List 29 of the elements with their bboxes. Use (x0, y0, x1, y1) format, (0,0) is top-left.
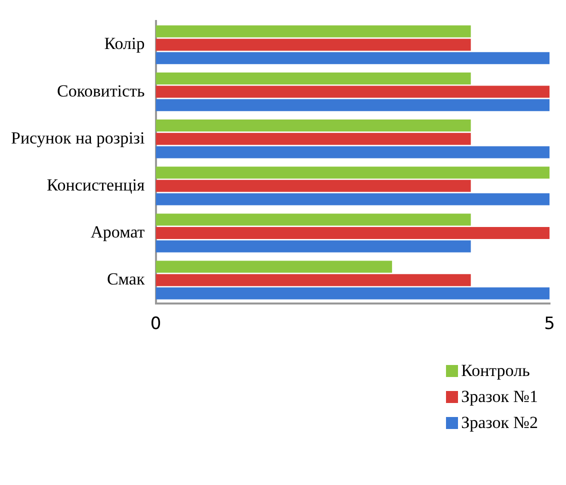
bar (156, 287, 550, 300)
legend-label: Зразок №2 (461, 412, 538, 434)
bar (156, 99, 550, 112)
x-tick-label: 0 (150, 314, 162, 334)
bar (156, 166, 550, 179)
bar (156, 52, 550, 64)
y-tick-label: Аромат (90, 222, 146, 242)
y-tick-label: Колір (104, 34, 145, 54)
legend-label: Контроль (461, 360, 530, 382)
legend-label: Зразок №1 (461, 386, 538, 408)
y-tick-label: Смак (106, 270, 146, 289)
bar (156, 120, 471, 132)
bar (156, 260, 392, 273)
bar (156, 193, 550, 206)
bar (156, 25, 471, 38)
bar (156, 132, 471, 145)
bar (156, 240, 471, 252)
bar (156, 180, 471, 192)
y-tick-label: Рисунок на розрізі (10, 128, 146, 148)
bar (156, 38, 471, 51)
bar (156, 86, 550, 98)
y-tick-label: Соковитість (57, 81, 145, 100)
bar (156, 227, 550, 239)
bar (156, 214, 471, 226)
bar (156, 274, 471, 286)
y-tick-label: Консистенція (46, 175, 145, 194)
bar (156, 72, 471, 84)
bar (156, 146, 550, 158)
x-tick-label: 5 (544, 314, 556, 334)
